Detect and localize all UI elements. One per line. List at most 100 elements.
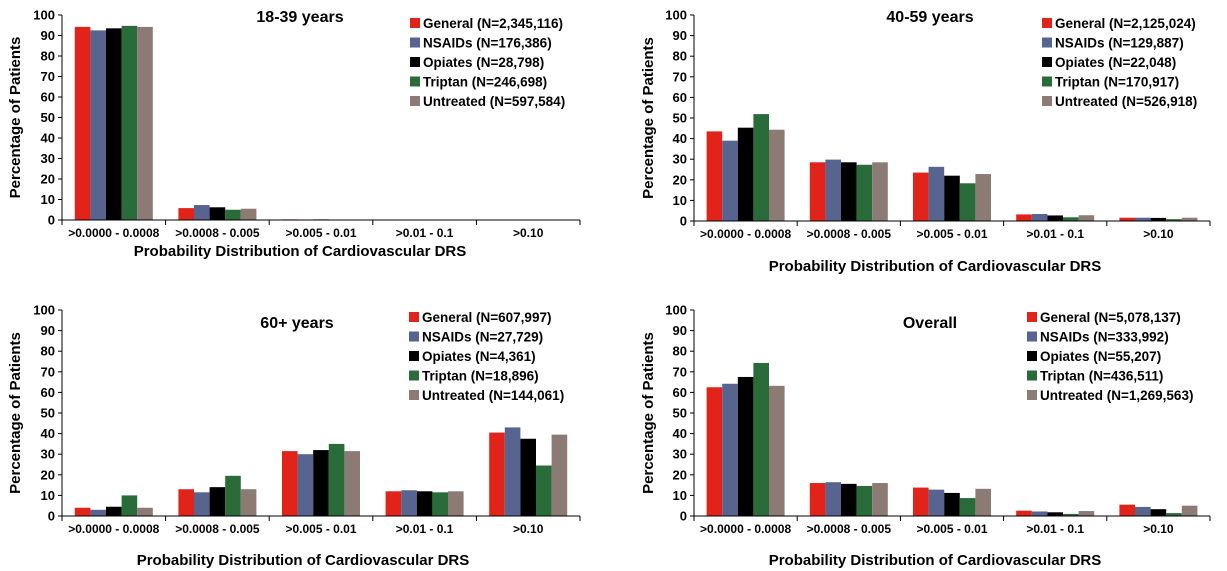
y-tick-label: 10 <box>41 192 55 207</box>
legend-swatch <box>1042 96 1052 106</box>
y-tick-label: 40 <box>673 131 687 146</box>
x-tick-label: >0.0008 - 0.005 <box>175 522 260 536</box>
y-tick-label: 50 <box>673 406 687 421</box>
bar-untreated <box>448 491 464 516</box>
chart-title: 40-59 years <box>886 9 973 26</box>
bar-nsaids <box>825 482 841 516</box>
bar-nsaids <box>928 166 945 221</box>
legend-swatch <box>409 351 419 361</box>
bar-untreated <box>769 385 785 516</box>
legend-entry: General (N=607,997) <box>422 310 551 325</box>
bar-nsaids <box>722 383 738 516</box>
y-tick-label: 70 <box>41 364 55 379</box>
legend-swatch <box>1042 76 1052 87</box>
y-tick-label: 80 <box>673 49 687 64</box>
legend-entry: NSAIDs (N=129,887) <box>1055 36 1184 51</box>
bar-triptan <box>753 362 769 516</box>
legend-swatch <box>410 57 420 67</box>
y-tick-label: 30 <box>41 447 55 462</box>
legend-entry: Triptan (N=246,698) <box>423 75 547 90</box>
bar-general <box>74 26 91 220</box>
bar-triptan <box>959 498 976 516</box>
bar-general <box>706 387 723 516</box>
bar-triptan <box>1063 217 1079 221</box>
bar-nsaids <box>722 140 738 221</box>
x-axis-label: Probability Distribution of Cardiovascul… <box>769 258 1102 275</box>
legend-swatch <box>1027 331 1037 342</box>
y-tick-label: 10 <box>673 193 687 208</box>
bar-opiates <box>944 175 960 221</box>
y-tick-label: 90 <box>673 28 687 43</box>
bar-general <box>178 489 194 516</box>
x-tick-label: >0.01 - 0.1 <box>1026 522 1084 536</box>
bar-opiates <box>106 506 122 516</box>
bar-opiates <box>1047 215 1063 221</box>
x-tick-label: >0.10 <box>1143 522 1174 536</box>
bar-opiates <box>313 450 329 516</box>
bar-nsaids <box>90 30 106 220</box>
bar-general <box>913 172 929 221</box>
legend: General (N=607,997) NSAIDs (N=27,729) Opia… <box>409 310 564 403</box>
legend-entry: NSAIDs (N=27,729) <box>422 330 543 345</box>
y-tick-label: 50 <box>673 111 687 126</box>
legend-entry: Untreated (N=1,269,563) <box>1040 388 1193 403</box>
y-tick-label: 0 <box>680 509 687 524</box>
bar-opiates <box>1150 217 1167 221</box>
y-tick-label: 10 <box>41 488 55 503</box>
bar-general <box>178 208 194 220</box>
y-tick-label: 10 <box>673 488 687 503</box>
x-tick-label: >0.10 <box>513 522 544 536</box>
bar-opiates <box>1047 512 1063 516</box>
y-tick-label: 100 <box>33 303 55 318</box>
x-tick-label: >0.005 - 0.01 <box>285 522 356 536</box>
bar-general <box>1119 217 1135 221</box>
legend-entry: Opiates (N=28,798) <box>423 55 544 70</box>
legend-entry: Untreated (N=526,918) <box>1055 94 1197 109</box>
y-tick-label: 40 <box>41 131 55 146</box>
bar-opiates <box>209 487 226 516</box>
bar-opiates <box>520 438 536 516</box>
bar-general <box>385 491 402 516</box>
chart-title: 60+ years <box>260 315 334 332</box>
bar-opiates <box>841 162 857 221</box>
x-tick-label: >0.01 - 0.1 <box>396 522 454 536</box>
bar-triptan <box>856 485 873 516</box>
x-axis-label: Probability Distribution of Cardiovascul… <box>134 243 467 260</box>
bar-triptan <box>328 443 345 516</box>
y-tick-label: 80 <box>673 344 687 359</box>
y-axis-label: Percentage of Patients <box>640 332 657 494</box>
chart-panel-3: 0 10 20 30 40 50 60 70 80 90 100 >0.0000 - 0.0008 >0… <box>7 303 581 569</box>
y-tick-label: 90 <box>41 28 55 43</box>
bar-triptan <box>432 492 448 516</box>
bar-triptan <box>1166 219 1182 221</box>
bar-untreated <box>975 488 991 516</box>
x-axis-label: Probability Distribution of Cardiovascul… <box>769 552 1102 569</box>
y-tick-label: 90 <box>41 323 55 338</box>
legend-entry: General (N=5,078,137) <box>1040 310 1181 325</box>
legend: General (N=2,345,116) NSAIDs (N=176,386) O… <box>410 16 565 109</box>
legend-entry: Untreated (N=144,061) <box>422 388 564 403</box>
x-tick-label: >0.01 - 0.1 <box>1026 227 1084 241</box>
legend-swatch <box>410 76 420 87</box>
y-tick-label: 60 <box>673 90 687 105</box>
x-tick-label: >0.10 <box>513 226 544 240</box>
bar-triptan <box>1063 513 1079 516</box>
bar-nsaids <box>401 490 417 516</box>
bar-triptan <box>225 475 241 516</box>
legend-entry: Triptan (N=18,896) <box>422 369 539 384</box>
legend-swatch <box>1027 312 1037 322</box>
x-tick-label: >0.0000 - 0.0008 <box>700 522 791 536</box>
x-tick-label: >0.0008 - 0.005 <box>807 522 892 536</box>
bar-untreated <box>1181 217 1198 221</box>
bar-general <box>74 507 91 516</box>
legend: General (N=2,125,024) NSAIDs (N=129,887) O… <box>1042 16 1197 109</box>
legend-entry: Opiates (N=22,048) <box>1055 55 1176 70</box>
x-axis-label: Probability Distribution of Cardiovascul… <box>137 552 470 569</box>
bar-opiates <box>1150 509 1167 516</box>
legend-swatch <box>409 390 419 400</box>
bar-untreated <box>1078 511 1095 516</box>
bar-opiates <box>737 127 754 221</box>
y-tick-label: 20 <box>41 172 55 187</box>
bar-nsaids <box>297 454 314 516</box>
y-tick-label: 40 <box>41 426 55 441</box>
